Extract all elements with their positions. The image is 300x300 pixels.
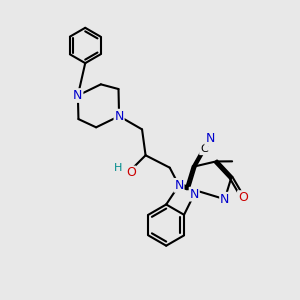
Text: N: N xyxy=(174,179,184,192)
Text: N: N xyxy=(73,89,83,102)
Text: N: N xyxy=(220,193,230,206)
Text: O: O xyxy=(126,167,136,179)
Text: C: C xyxy=(200,144,208,154)
Text: N: N xyxy=(114,110,124,123)
Text: H: H xyxy=(114,163,122,173)
Text: O: O xyxy=(238,191,248,204)
Text: N: N xyxy=(205,132,215,145)
Text: N: N xyxy=(190,188,199,201)
